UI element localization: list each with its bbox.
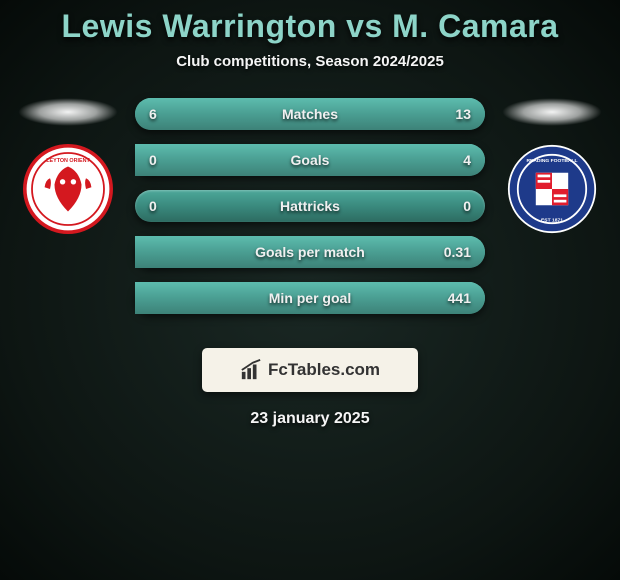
stats-list: 6 Matches 13 0 Goals 4 0 Hattricks 0 Goals per ma…	[135, 98, 485, 328]
stat-label: Goals	[291, 152, 330, 168]
comparison-date: 23 january 2025	[0, 410, 620, 428]
spotlight-right	[502, 98, 602, 126]
stat-value-right: 441	[448, 290, 471, 306]
brand-label: FcTables.com	[268, 360, 380, 380]
comparison-panel: LEYTON ORIENT 6 Matches 13 0 Goals 4 0 Hattrick…	[0, 98, 620, 328]
stat-fill-right	[244, 98, 486, 130]
stat-row: Min per goal 441	[135, 282, 485, 314]
svg-text:LEYTON ORIENT: LEYTON ORIENT	[46, 158, 90, 164]
stat-value-right: 4	[463, 152, 471, 168]
stat-label: Goals per match	[255, 244, 365, 260]
comparison-title: Lewis Warrington vs M. Camara	[0, 8, 620, 45]
stat-value-right: 13	[455, 106, 471, 122]
stat-row: 6 Matches 13	[135, 98, 485, 130]
left-team-badge: LEYTON ORIENT	[23, 144, 113, 234]
brand-attribution: FcTables.com	[202, 348, 418, 392]
stat-value-left: 0	[149, 198, 157, 214]
spotlight-left	[18, 98, 118, 126]
right-team-badge: READING FOOTBALL EST 1871	[507, 144, 597, 234]
stat-row: Goals per match 0.31	[135, 236, 485, 268]
stat-value-left: 0	[149, 152, 157, 168]
stat-value-left: 6	[149, 106, 157, 122]
stat-value-right: 0	[463, 198, 471, 214]
comparison-subtitle: Club competitions, Season 2024/2025	[0, 53, 620, 70]
right-team-col: READING FOOTBALL EST 1871	[497, 98, 607, 234]
stat-label: Matches	[282, 106, 338, 122]
stat-row: 0 Goals 4	[135, 144, 485, 176]
chart-icon	[240, 359, 262, 381]
svg-text:EST 1871: EST 1871	[541, 217, 563, 223]
stat-row: 0 Hattricks 0	[135, 190, 485, 222]
svg-text:READING FOOTBALL: READING FOOTBALL	[526, 158, 577, 164]
stat-value-right: 0.31	[444, 244, 471, 260]
left-team-col: LEYTON ORIENT	[13, 98, 123, 234]
stat-label: Min per goal	[269, 290, 351, 306]
stat-label: Hattricks	[280, 198, 340, 214]
